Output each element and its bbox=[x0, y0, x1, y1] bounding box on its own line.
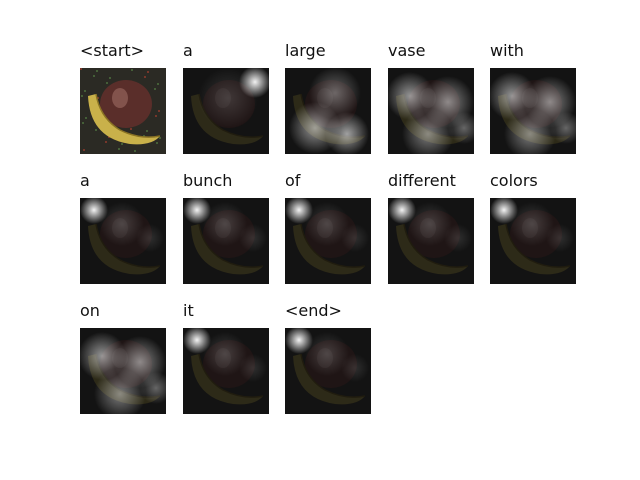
attention-glow bbox=[140, 372, 166, 404]
attention-glow bbox=[546, 224, 574, 252]
attention-glow bbox=[100, 202, 144, 246]
attention-glow bbox=[550, 112, 576, 144]
caption-word: of bbox=[285, 171, 301, 190]
attention-glow bbox=[239, 224, 267, 252]
caption-word: on bbox=[80, 301, 100, 320]
caption-word: large bbox=[285, 41, 326, 60]
attention-glow bbox=[341, 224, 369, 252]
attention-map-thumbnail bbox=[285, 328, 371, 414]
attention-glow bbox=[80, 332, 126, 380]
attention-map-thumbnail bbox=[285, 198, 371, 284]
attention-glow bbox=[444, 224, 472, 252]
attention-glow bbox=[203, 332, 247, 376]
attention-glow bbox=[510, 202, 554, 246]
attention-map-thumbnail bbox=[490, 198, 576, 284]
attention-map-thumbnail bbox=[388, 68, 474, 154]
caption-word: a bbox=[80, 171, 90, 190]
attention-glow bbox=[203, 202, 247, 246]
attention-glow bbox=[402, 108, 454, 154]
attention-glow bbox=[408, 202, 452, 246]
attention-glow bbox=[325, 112, 369, 154]
attention-glow bbox=[309, 68, 361, 119]
attention-map-thumbnail bbox=[80, 198, 166, 284]
caption-word: a bbox=[183, 41, 193, 60]
caption-word: different bbox=[388, 171, 456, 190]
attention-glow bbox=[305, 332, 349, 376]
attention-glow bbox=[136, 224, 164, 252]
attention-map-thumbnail bbox=[183, 328, 269, 414]
attention-glow bbox=[239, 354, 267, 382]
attention-glow bbox=[448, 112, 474, 144]
caption-word: vase bbox=[388, 41, 426, 60]
original-image-thumbnail bbox=[80, 68, 166, 154]
attention-map-thumbnail bbox=[388, 198, 474, 284]
attention-glow bbox=[94, 368, 146, 414]
attention-map-thumbnail bbox=[183, 68, 269, 154]
attention-glow bbox=[504, 108, 556, 154]
caption-word: <end> bbox=[285, 301, 342, 320]
caption-word: <start> bbox=[80, 41, 145, 60]
attention-map-thumbnail bbox=[285, 68, 371, 154]
attention-glow bbox=[305, 202, 349, 246]
attention-map-thumbnail bbox=[490, 68, 576, 154]
caption-word: with bbox=[490, 41, 524, 60]
attention-map-thumbnail bbox=[80, 328, 166, 414]
attention-glow bbox=[341, 354, 369, 382]
attention-map-thumbnail bbox=[183, 198, 269, 284]
attention-glow bbox=[490, 72, 536, 120]
caption-word: bunch bbox=[183, 171, 233, 190]
caption-word: it bbox=[183, 301, 194, 320]
caption-word: colors bbox=[490, 171, 538, 190]
attention-glow bbox=[198, 68, 258, 128]
attention-glow bbox=[388, 72, 434, 120]
